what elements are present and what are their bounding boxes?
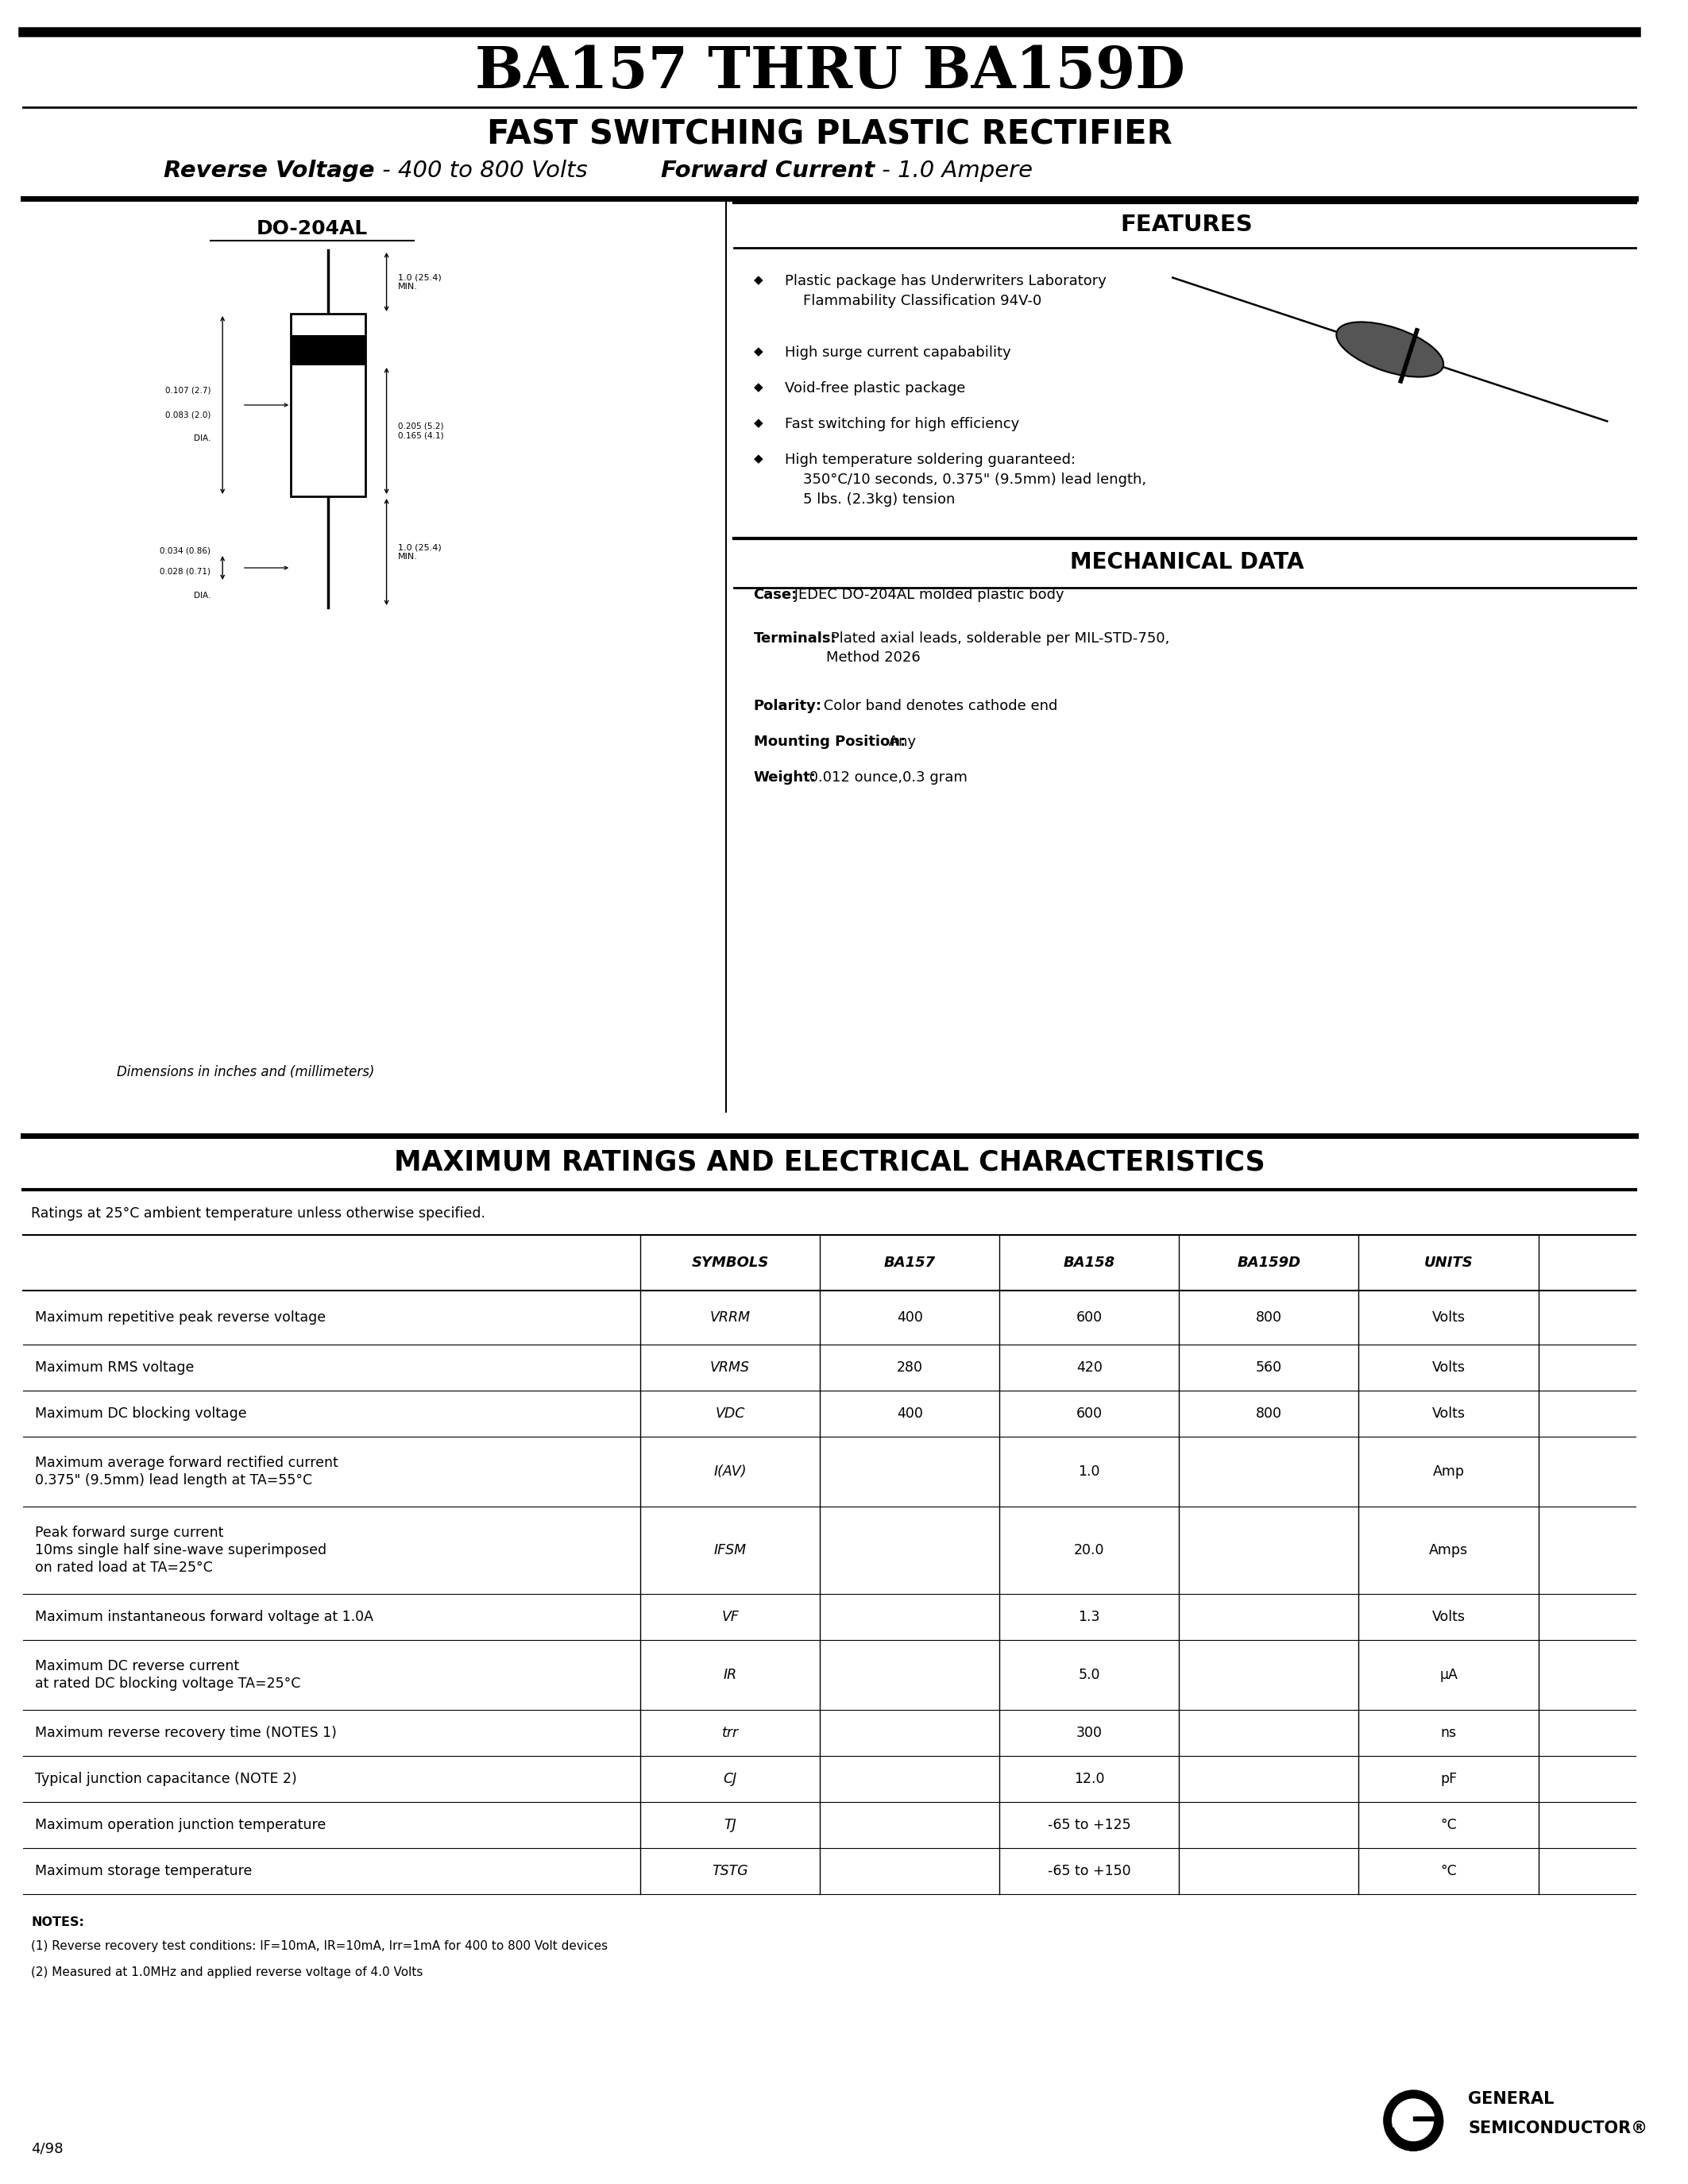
Text: TSTG: TSTG — [712, 1863, 748, 1878]
Text: IFSM: IFSM — [714, 1544, 746, 1557]
Text: 560: 560 — [1256, 1361, 1283, 1374]
Text: 20.0: 20.0 — [1074, 1544, 1104, 1557]
Text: -65 to +125: -65 to +125 — [1048, 1817, 1131, 1832]
Text: (1) Reverse recovery test conditions: IF=10mA, IR=10mA, Irr=1mA for 400 to 800 V: (1) Reverse recovery test conditions: IF… — [32, 1939, 608, 1952]
Text: DIA.: DIA. — [194, 592, 211, 601]
Text: 5.0: 5.0 — [1079, 1669, 1101, 1682]
Text: μA: μA — [1440, 1669, 1457, 1682]
Text: ◆: ◆ — [753, 345, 763, 358]
Text: 300: 300 — [1077, 1725, 1102, 1741]
Text: Maximum reverse recovery time (NOTES 1): Maximum reverse recovery time (NOTES 1) — [35, 1725, 338, 1741]
Text: NOTES:: NOTES: — [32, 1915, 84, 1928]
Text: Maximum operation junction temperature: Maximum operation junction temperature — [35, 1817, 326, 1832]
Text: SEMICONDUCTOR®: SEMICONDUCTOR® — [1469, 2121, 1647, 2136]
Text: 420: 420 — [1077, 1361, 1102, 1374]
Text: FEATURES: FEATURES — [1121, 214, 1252, 236]
Text: UNITS: UNITS — [1425, 1256, 1474, 1269]
Text: Typical junction capacitance (NOTE 2): Typical junction capacitance (NOTE 2) — [35, 1771, 297, 1787]
Text: pF: pF — [1440, 1771, 1457, 1787]
Text: Maximum RMS voltage: Maximum RMS voltage — [35, 1361, 194, 1374]
Text: 0.107 (2.7): 0.107 (2.7) — [165, 387, 211, 395]
Text: 600: 600 — [1077, 1310, 1102, 1326]
Text: GENERAL: GENERAL — [1469, 2090, 1555, 2108]
Text: Mounting Position:: Mounting Position: — [753, 734, 905, 749]
Text: °C: °C — [1440, 1863, 1457, 1878]
Text: 0.034 (0.86): 0.034 (0.86) — [160, 546, 211, 555]
Circle shape — [1393, 2099, 1435, 2143]
Text: Weight:: Weight: — [753, 771, 817, 784]
Text: SYMBOLS: SYMBOLS — [692, 1256, 768, 1269]
Text: Plastic package has Underwriters Laboratory
    Flammability Classification 94V-: Plastic package has Underwriters Laborat… — [785, 273, 1106, 308]
Text: TJ: TJ — [724, 1817, 736, 1832]
Text: 0.083 (2.0): 0.083 (2.0) — [165, 411, 211, 419]
Text: VRMS: VRMS — [711, 1361, 749, 1374]
Text: Reverse Voltage: Reverse Voltage — [164, 159, 375, 181]
Circle shape — [1384, 2090, 1443, 2151]
Text: ◆: ◆ — [753, 452, 763, 465]
Text: Polarity:: Polarity: — [753, 699, 822, 714]
Text: FAST SWITCHING PLASTIC RECTIFIER: FAST SWITCHING PLASTIC RECTIFIER — [488, 118, 1171, 151]
Text: trr: trr — [722, 1725, 738, 1741]
Text: 1.0: 1.0 — [1079, 1465, 1101, 1479]
Text: 12.0: 12.0 — [1074, 1771, 1104, 1787]
Text: VF: VF — [721, 1610, 739, 1625]
Text: CJ: CJ — [722, 1771, 738, 1787]
Text: 0.205 (5.2)
0.165 (4.1): 0.205 (5.2) 0.165 (4.1) — [398, 422, 444, 439]
Text: -65 to +150: -65 to +150 — [1048, 1863, 1131, 1878]
Text: JEDEC DO-204AL molded plastic body: JEDEC DO-204AL molded plastic body — [790, 587, 1065, 603]
Text: Maximum average forward rectified current
0.375" (9.5mm) lead length at TA=55°C: Maximum average forward rectified curren… — [35, 1457, 338, 1487]
Text: 1.0 (25.4)
MIN.: 1.0 (25.4) MIN. — [398, 273, 442, 290]
Text: 400: 400 — [896, 1406, 923, 1422]
Text: 800: 800 — [1256, 1406, 1281, 1422]
Text: 280: 280 — [896, 1361, 923, 1374]
Text: High temperature soldering guaranteed:
    350°C/10 seconds, 0.375" (9.5mm) lead: High temperature soldering guaranteed: 3… — [785, 452, 1146, 507]
Text: ◆: ◆ — [753, 382, 763, 393]
Text: Plated axial leads, solderable per MIL-STD-750,
Method 2026: Plated axial leads, solderable per MIL-S… — [825, 631, 1170, 664]
Text: BA157: BA157 — [885, 1256, 935, 1269]
Text: 800: 800 — [1256, 1310, 1281, 1326]
Text: Terminals:: Terminals: — [753, 631, 837, 646]
Bar — [290, 334, 365, 365]
Text: Ratings at 25°C ambient temperature unless otherwise specified.: Ratings at 25°C ambient temperature unle… — [32, 1206, 486, 1221]
Text: VRRM: VRRM — [709, 1310, 751, 1326]
Text: Volts: Volts — [1431, 1610, 1465, 1625]
Wedge shape — [1386, 2121, 1443, 2151]
Text: VDC: VDC — [716, 1406, 744, 1422]
Text: - 400 to 800 Volts: - 400 to 800 Volts — [375, 159, 587, 181]
Text: BA158: BA158 — [1063, 1256, 1116, 1269]
Text: 1.3: 1.3 — [1079, 1610, 1101, 1625]
Text: 0.012 ounce,0.3 gram: 0.012 ounce,0.3 gram — [805, 771, 967, 784]
Text: I(AV): I(AV) — [714, 1465, 746, 1479]
Text: Maximum storage temperature: Maximum storage temperature — [35, 1863, 252, 1878]
Text: BA159D: BA159D — [1237, 1256, 1301, 1269]
Text: Maximum repetitive peak reverse voltage: Maximum repetitive peak reverse voltage — [35, 1310, 326, 1326]
Text: (2) Measured at 1.0MHz and applied reverse voltage of 4.0 Volts: (2) Measured at 1.0MHz and applied rever… — [32, 1966, 424, 1979]
Text: Peak forward surge current
10ms single half sine-wave superimposed
on rated load: Peak forward surge current 10ms single h… — [35, 1524, 327, 1575]
Text: °C: °C — [1440, 1817, 1457, 1832]
Bar — [1413, 2116, 1435, 2121]
Text: IR: IR — [722, 1669, 738, 1682]
Text: Maximum instantaneous forward voltage at 1.0A: Maximum instantaneous forward voltage at… — [35, 1610, 373, 1625]
Text: - 1.0 Ampere: - 1.0 Ampere — [874, 159, 1033, 181]
Text: Void-free plastic package: Void-free plastic package — [785, 382, 966, 395]
Text: 0.028 (0.71): 0.028 (0.71) — [160, 568, 211, 577]
Text: DO-204AL: DO-204AL — [257, 218, 368, 238]
Ellipse shape — [1337, 321, 1443, 378]
Text: Forward Current: Forward Current — [660, 159, 874, 181]
Text: Color band denotes cathode end: Color band denotes cathode end — [819, 699, 1057, 714]
Text: DIA.: DIA. — [194, 435, 211, 443]
Text: Case:: Case: — [753, 587, 797, 603]
Text: Volts: Volts — [1431, 1361, 1465, 1374]
Text: ◆: ◆ — [753, 273, 763, 286]
Text: Amp: Amp — [1433, 1465, 1465, 1479]
Text: MECHANICAL DATA: MECHANICAL DATA — [1070, 550, 1303, 574]
Text: MAXIMUM RATINGS AND ELECTRICAL CHARACTERISTICS: MAXIMUM RATINGS AND ELECTRICAL CHARACTER… — [393, 1149, 1266, 1175]
Text: 600: 600 — [1077, 1406, 1102, 1422]
Text: Any: Any — [885, 734, 917, 749]
Text: Maximum DC blocking voltage: Maximum DC blocking voltage — [35, 1406, 246, 1422]
Text: 4/98: 4/98 — [32, 2140, 64, 2156]
Text: ◆: ◆ — [753, 417, 763, 428]
Text: Maximum DC reverse current
at rated DC blocking voltage TA=25°C: Maximum DC reverse current at rated DC b… — [35, 1660, 300, 1690]
Text: Dimensions in inches and (millimeters): Dimensions in inches and (millimeters) — [116, 1066, 375, 1079]
Text: High surge current capabability: High surge current capabability — [785, 345, 1011, 360]
